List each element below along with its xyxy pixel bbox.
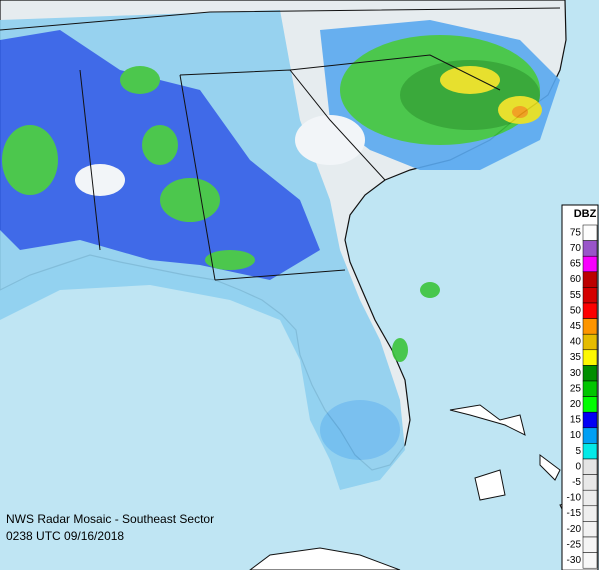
legend-label: 55 xyxy=(570,290,582,301)
legend-label: 45 xyxy=(570,321,582,332)
legend-label: 35 xyxy=(570,352,582,363)
legend-swatch xyxy=(582,302,598,319)
legend-swatch xyxy=(582,521,598,538)
radar-echoes xyxy=(0,10,560,490)
legend-label: 75 xyxy=(570,227,582,238)
legend-swatch xyxy=(582,489,598,507)
legend-label: -30 xyxy=(567,555,582,566)
legend-label: 40 xyxy=(570,337,582,348)
legend-swatch xyxy=(582,255,598,273)
legend-swatch xyxy=(582,380,598,397)
legend-label: 70 xyxy=(570,243,582,254)
legend-swatch xyxy=(582,474,598,491)
legend-label: 0 xyxy=(575,461,581,472)
legend-label: 65 xyxy=(570,259,582,270)
caption-line: 0238 UTC 09/16/2018 xyxy=(6,529,124,543)
legend-label: 15 xyxy=(570,415,582,426)
legend-swatch xyxy=(582,287,598,304)
legend-label: -25 xyxy=(567,539,582,550)
caption-line: NWS Radar Mosaic - Southeast Sector xyxy=(6,512,214,526)
legend-swatch xyxy=(582,318,598,335)
legend-label: 25 xyxy=(570,383,582,394)
legend-swatch xyxy=(582,333,598,351)
legend-swatch xyxy=(582,443,598,460)
legend-label: 20 xyxy=(570,399,582,410)
legend-label: 5 xyxy=(575,446,581,457)
legend-label: -20 xyxy=(567,524,582,535)
legend-swatch xyxy=(582,458,598,475)
legend-label: -15 xyxy=(567,508,582,519)
legend-label: -5 xyxy=(572,477,581,488)
legend-label: 50 xyxy=(570,305,582,316)
legend-label: 30 xyxy=(570,368,582,379)
legend-swatch xyxy=(582,552,598,569)
legend-swatch xyxy=(582,349,598,366)
legend-swatch xyxy=(582,396,598,413)
legend-swatch xyxy=(582,224,598,241)
legend-label: 60 xyxy=(570,274,582,285)
islands xyxy=(249,404,586,570)
legend-swatch xyxy=(582,365,598,382)
legend-swatch xyxy=(582,427,598,444)
legend-label: -10 xyxy=(567,493,582,504)
legend-title: DBZ xyxy=(574,208,597,220)
legend-swatch xyxy=(582,271,598,288)
legend: DBZ757065605550454035302520151050-5-10-1… xyxy=(561,204,599,570)
legend-label: 10 xyxy=(570,430,582,441)
legend-swatch xyxy=(582,536,598,553)
legend-swatch xyxy=(582,505,598,522)
borders xyxy=(0,7,561,281)
legend-swatch xyxy=(582,240,598,257)
legend-swatch xyxy=(582,411,598,429)
